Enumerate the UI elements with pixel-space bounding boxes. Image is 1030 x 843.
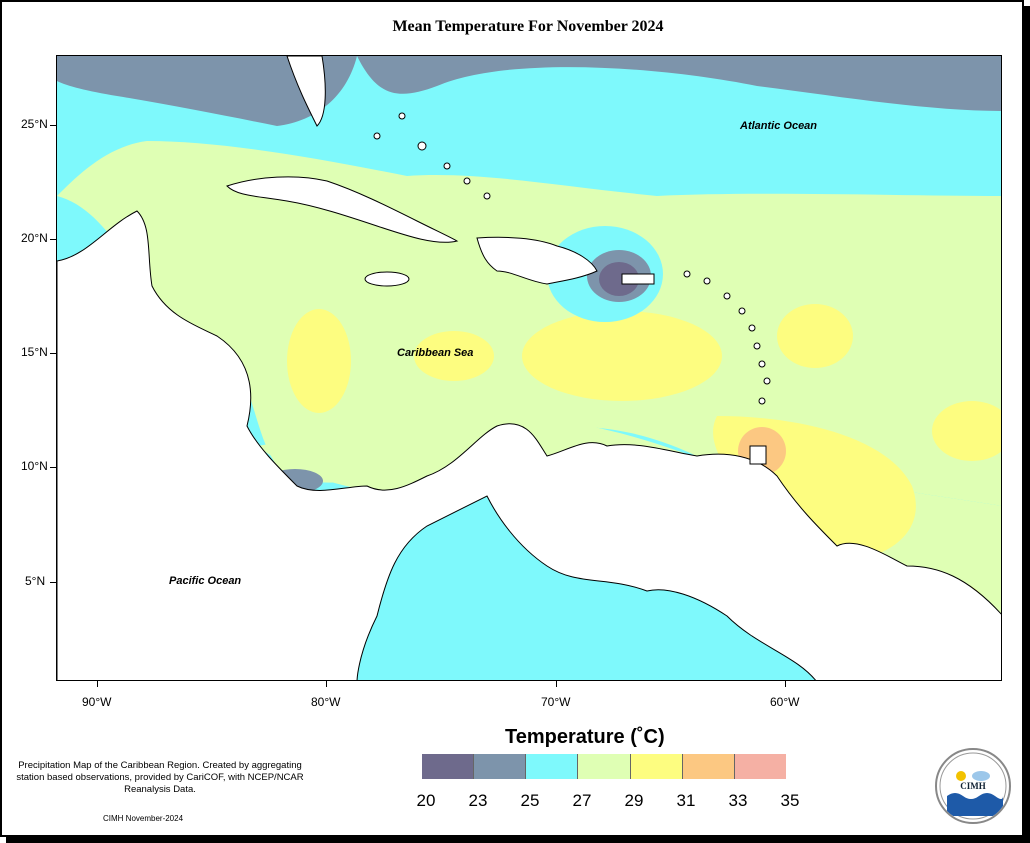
cuba <box>226 176 459 243</box>
legend-colorbar <box>422 754 786 779</box>
mainland <box>57 210 1001 680</box>
y-tick-label: 5°N <box>25 574 46 588</box>
y-tick <box>50 467 56 468</box>
x-tick <box>326 681 327 687</box>
legend-tick: 31 <box>676 791 696 810</box>
cloud-icon <box>972 771 990 781</box>
x-tick-label: 80°W <box>311 695 341 709</box>
x-tick-label: 60°W <box>770 695 800 709</box>
legend-title: Temperature (˚C) <box>505 726 665 748</box>
y-tick <box>50 353 56 354</box>
temperature-map: Atlantic Ocean Caribbean Sea Pacific Oce… <box>56 55 1002 681</box>
slate-gulf <box>57 56 357 126</box>
warm-patch-atlantic <box>932 401 1001 461</box>
legend-tick: 33 <box>728 791 748 810</box>
trinidad <box>749 445 767 465</box>
x-tick <box>785 681 786 687</box>
source-note: Precipitation Map of the Caribbean Regio… <box>16 760 304 795</box>
warm-patch-west <box>287 309 351 413</box>
label-caribbean: Caribbean Sea <box>397 347 474 359</box>
y-tick-label: 10°N <box>21 459 48 473</box>
cool-patch-pr-core <box>599 262 639 296</box>
y-tick <box>50 239 56 240</box>
legend-tick: 25 <box>520 791 540 810</box>
legend-swatch <box>682 754 735 779</box>
legend-swatch <box>526 754 579 779</box>
cimh-logo: CIMH <box>935 748 1011 824</box>
lesser-antilles <box>683 270 771 405</box>
y-tick <box>50 125 56 126</box>
legend-tick: 35 <box>780 791 800 810</box>
legend-swatch <box>578 754 631 779</box>
map-svg <box>57 56 1001 680</box>
x-tick-label: 90°W <box>82 695 112 709</box>
legend-swatch <box>630 754 683 779</box>
map-title: Mean Temperature For November 2024 <box>392 18 664 35</box>
bahamas <box>373 112 491 200</box>
hispaniola <box>476 236 598 285</box>
y-tick-label: 15°N <box>21 345 48 359</box>
waves-icon <box>947 793 1003 816</box>
label-pacific: Pacific Ocean <box>169 575 242 587</box>
legend-tick: 27 <box>572 791 592 810</box>
puerto-rico <box>621 273 655 285</box>
label-atlantic: Atlantic Ocean <box>740 120 818 132</box>
slate-band-north <box>357 56 1001 111</box>
logo-text: CIMH <box>960 781 986 791</box>
y-tick-label: 20°N <box>21 231 48 245</box>
warm-patch-east <box>522 311 722 401</box>
warm-patch-leeward <box>777 304 853 368</box>
legend-tick: 20 <box>416 791 436 810</box>
jamaica <box>364 271 410 287</box>
cimh-logo-graphic <box>939 752 1007 820</box>
legend-swatch <box>422 754 475 779</box>
credit-line: CIMH November-2024 <box>103 814 184 823</box>
x-tick <box>556 681 557 687</box>
legend-swatch <box>734 754 786 779</box>
sun-icon <box>956 771 966 781</box>
legend-swatch <box>474 754 527 779</box>
legend-tick: 29 <box>624 791 644 810</box>
y-tick-label: 25°N <box>21 117 48 131</box>
x-tick-label: 70°W <box>541 695 571 709</box>
legend-tick: 23 <box>468 791 488 810</box>
warm-patch-central <box>414 331 494 381</box>
y-tick <box>50 582 56 583</box>
x-tick <box>97 681 98 687</box>
florida <box>286 56 326 127</box>
